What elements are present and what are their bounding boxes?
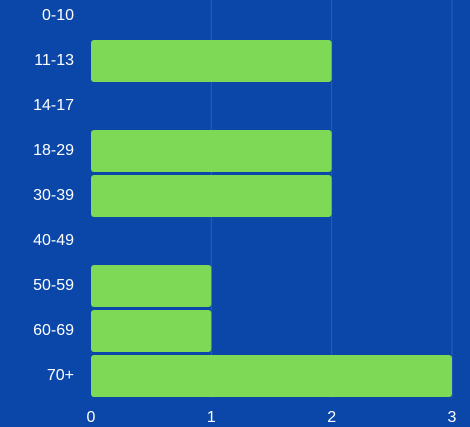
bar-60-69	[91, 310, 212, 352]
bars	[91, 40, 452, 397]
bar-70+	[91, 355, 452, 397]
category-label: 60-69	[33, 322, 74, 339]
category-labels: 0-10 11-13 14-17 18-29 30-39 40-49 50-59 60-69 7…	[33, 7, 74, 384]
bar-50-59	[91, 265, 212, 307]
category-label: 18-29	[33, 142, 74, 159]
bar-11-13	[91, 40, 332, 82]
x-tick-label: 3	[448, 409, 457, 426]
bar-18-29	[91, 130, 332, 172]
category-label: 14-17	[33, 97, 74, 114]
category-label: 0-10	[42, 7, 74, 24]
bar-30-39	[91, 175, 332, 217]
x-tick-label: 0	[87, 409, 96, 426]
category-label: 70+	[47, 367, 74, 384]
x-tick-labels: 0 1 2 3	[87, 409, 457, 426]
category-label: 50-59	[33, 277, 74, 294]
category-label: 40-49	[33, 232, 74, 249]
x-tick-label: 2	[327, 409, 336, 426]
category-label: 30-39	[33, 187, 74, 204]
category-label: 11-13	[34, 52, 74, 69]
x-tick-label: 1	[207, 409, 216, 426]
